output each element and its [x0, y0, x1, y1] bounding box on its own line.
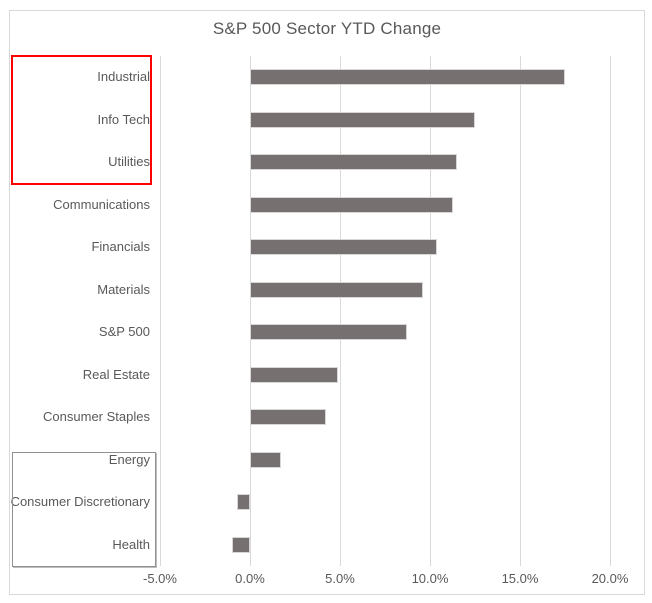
- bar-s-p-500: [250, 324, 407, 340]
- bar-energy: [250, 452, 281, 468]
- gridline-5.0: [340, 56, 341, 566]
- bar-health: [232, 537, 250, 553]
- bar-consumer-staples: [250, 409, 326, 425]
- bar-communications: [250, 197, 453, 213]
- bar-financials: [250, 239, 437, 255]
- category-label-real-estate: Real Estate: [82, 367, 150, 382]
- x-tick-label-20.0: 20.0%: [591, 571, 629, 586]
- x-tick-label-0.0: 0.0%: [235, 571, 265, 586]
- category-label-consumer-discretionary: Consumer Discretionary: [10, 494, 150, 509]
- x-tick-label--5.0: -5.0%: [143, 571, 177, 586]
- category-label-s-p-500: S&P 500: [98, 324, 150, 339]
- gridline-0.0: [250, 56, 251, 566]
- gridline-20.0: [610, 56, 611, 566]
- x-tick-label-15.0: 15.0%: [501, 571, 539, 586]
- bar-utilities: [250, 154, 457, 170]
- category-label-consumer-staples: Consumer Staples: [43, 409, 150, 424]
- category-label-info-tech: Info Tech: [97, 112, 150, 127]
- category-label-energy: Energy: [108, 452, 150, 467]
- red-highlight-box: [11, 55, 152, 185]
- category-label-industrial: Industrial: [97, 69, 150, 84]
- x-tick-label-5.0: 5.0%: [325, 571, 355, 586]
- bar-info-tech: [250, 112, 475, 128]
- gridline-15.0: [520, 56, 521, 566]
- gray-highlight-box: [12, 452, 156, 567]
- bar-real-estate: [250, 367, 338, 383]
- gridline--5.0: [160, 56, 161, 566]
- bar-consumer-discretionary: [237, 494, 250, 510]
- chart-frame: [9, 10, 645, 595]
- category-label-health: Health: [112, 537, 150, 552]
- x-tick-label-10.0: 10.0%: [411, 571, 449, 586]
- category-label-communications: Communications: [53, 197, 150, 212]
- category-label-materials: Materials: [97, 282, 150, 297]
- bar-materials: [250, 282, 423, 298]
- category-label-financials: Financials: [91, 239, 150, 254]
- bar-industrial: [250, 69, 565, 85]
- chart-title: S&P 500 Sector YTD Change: [212, 19, 442, 38]
- category-label-utilities: Utilities: [108, 154, 150, 169]
- gridline-10.0: [430, 56, 431, 566]
